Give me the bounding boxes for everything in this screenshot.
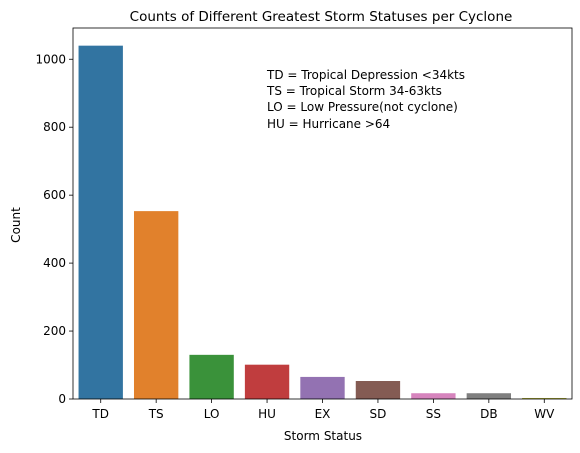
- y-tick-label: 800: [43, 120, 66, 134]
- x-tick-label-ex: EX: [315, 407, 331, 421]
- annotation-line-td: TD = Tropical Depression <34kts: [266, 68, 465, 82]
- plot-frame: [72, 27, 573, 400]
- bar-ex: [300, 376, 345, 399]
- x-tick-label-ts: TS: [148, 407, 164, 421]
- bar-td: [78, 45, 123, 400]
- y-axis-label: Count: [9, 207, 23, 243]
- annotation-line-lo: LO = Low Pressure(not cyclone): [267, 100, 458, 114]
- y-tick-label: 600: [43, 188, 66, 202]
- bar-ss: [411, 393, 456, 399]
- y-tick-label: 0: [58, 392, 66, 406]
- x-tick-label-wv: WV: [534, 407, 555, 421]
- bar-sd: [355, 380, 401, 399]
- bar-lo: [189, 354, 234, 399]
- x-tick-label-db: DB: [480, 407, 497, 421]
- x-tick-label-td: TD: [91, 407, 109, 421]
- bar-db: [466, 393, 512, 399]
- x-axis-label: Storm Status: [284, 429, 362, 443]
- bars-group: [78, 45, 567, 400]
- bar-wv: [522, 397, 567, 399]
- x-tick-label-hu: HU: [258, 407, 276, 421]
- y-tick-label: 200: [43, 324, 66, 338]
- x-axis-ticks: TD TS LO HU EX SD SS DB WV: [91, 399, 555, 421]
- y-tick-label: 1000: [35, 52, 66, 66]
- x-tick-label-sd: SD: [370, 407, 387, 421]
- x-tick-label-lo: LO: [204, 407, 220, 421]
- bar-hu: [244, 364, 290, 399]
- y-axis-ticks: 0 200 400 600 800 1000: [35, 52, 73, 406]
- annotation-text: TD = Tropical Depression <34kts TS = Tro…: [266, 68, 465, 131]
- x-tick-label-ss: SS: [426, 407, 441, 421]
- annotation-line-ts: TS = Tropical Storm 34-63kts: [266, 84, 442, 98]
- y-tick-label: 400: [43, 256, 66, 270]
- chart-title: Counts of Different Greatest Storm Statu…: [130, 9, 513, 25]
- bar-ts: [133, 211, 179, 399]
- annotation-line-hu: HU = Hurricane >64: [267, 117, 390, 131]
